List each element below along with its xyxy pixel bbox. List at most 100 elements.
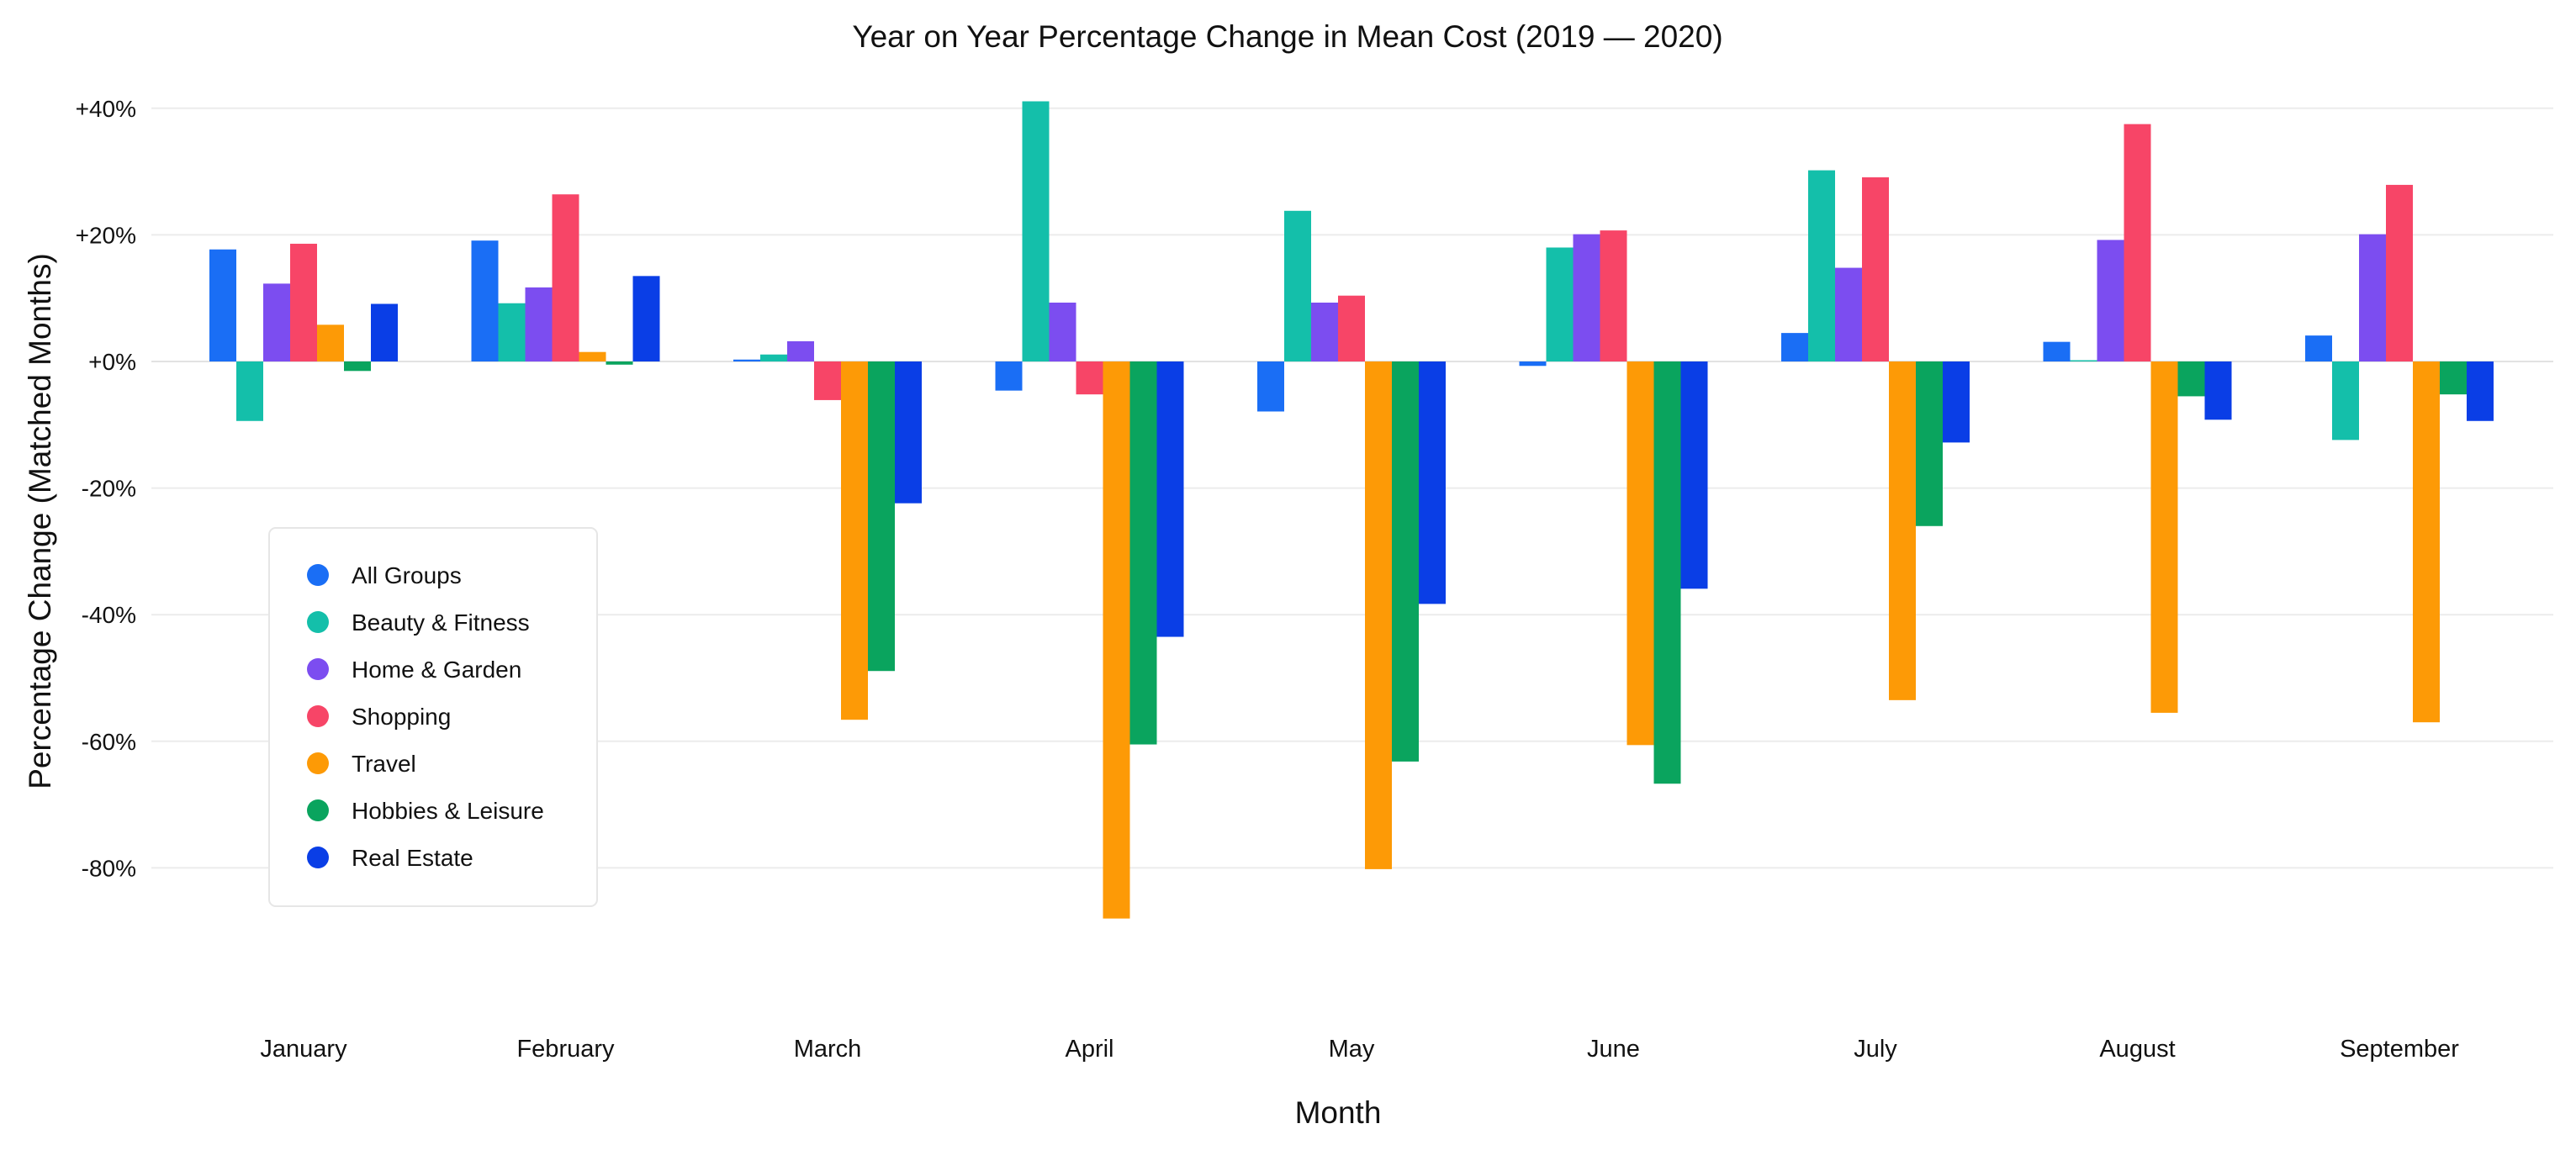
legend: All Groups Beauty & Fitness Home & Garden S…	[268, 527, 598, 907]
bar-home-garden-march	[787, 340, 814, 361]
bar-shopping-july	[1862, 177, 1889, 361]
bar-hobbies-leisure-august	[2177, 361, 2205, 397]
bar-shopping-january	[290, 243, 317, 361]
y-tick-label: +20%	[76, 222, 136, 248]
bar-home-garden-september	[2359, 234, 2386, 361]
bar-real-estate-september	[2467, 361, 2494, 421]
bar-all-groups-july	[1781, 333, 1808, 361]
bar-home-garden-january	[263, 283, 290, 361]
bar-all-groups-june	[1519, 361, 1547, 367]
legend-swatch	[307, 564, 329, 586]
legend-label: Shopping	[352, 704, 451, 730]
bar-hobbies-leisure-march	[868, 361, 895, 672]
y-axis-title: Percentage Change (Matched Months)	[23, 253, 57, 789]
legend-label: All Groups	[352, 562, 462, 588]
bar-beauty-fitness-september	[2332, 361, 2359, 440]
bar-real-estate-july	[1943, 361, 1970, 443]
bar-beauty-fitness-march	[760, 354, 787, 361]
x-tick-label: January	[260, 1036, 347, 1063]
x-tick-label: May	[1329, 1036, 1375, 1063]
chart-title: Year on Year Percentage Change in Mean C…	[852, 19, 1722, 54]
bar-travel-march	[841, 361, 868, 720]
y-axis-ticks: +40% +20% +0% -20% -40% -60% -80%	[76, 96, 136, 882]
legend-label: Travel	[352, 751, 416, 777]
bar-real-estate-june	[1680, 361, 1708, 589]
bar-real-estate-january	[371, 303, 398, 361]
bar-home-garden-february	[525, 287, 553, 361]
bar-travel-may	[1365, 361, 1392, 869]
bar-home-garden-april	[1049, 302, 1076, 361]
y-tick-label: +0%	[88, 349, 136, 375]
bar-travel-july	[1889, 361, 1916, 700]
bar-travel-june	[1627, 361, 1654, 746]
bar-home-garden-may	[1311, 302, 1338, 361]
bar-hobbies-leisure-may	[1392, 361, 1419, 762]
bar-real-estate-march	[895, 361, 922, 504]
y-tick-label: -60%	[82, 729, 136, 755]
x-tick-label: February	[516, 1036, 615, 1063]
bar-real-estate-february	[632, 276, 660, 361]
bar-hobbies-leisure-january	[344, 361, 371, 372]
bar-home-garden-august	[2097, 240, 2124, 361]
legend-swatch	[307, 847, 329, 868]
x-tick-label: July	[1854, 1036, 1897, 1063]
y-tick-label: -80%	[82, 855, 136, 881]
bar-all-groups-september	[2305, 335, 2332, 361]
bar-all-groups-march	[733, 359, 760, 361]
bar-shopping-april	[1076, 361, 1103, 395]
x-tick-label: April	[1065, 1036, 1113, 1063]
bar-shopping-september	[2386, 184, 2413, 361]
bar-travel-january	[317, 324, 344, 361]
legend-label: Beauty & Fitness	[352, 609, 530, 636]
bar-beauty-fitness-may	[1284, 210, 1311, 361]
legend-swatch	[307, 658, 329, 680]
bar-beauty-fitness-february	[498, 303, 526, 361]
bar-hobbies-leisure-april	[1129, 361, 1157, 745]
bar-beauty-fitness-april	[1022, 101, 1050, 361]
y-tick-label: +40%	[76, 96, 136, 122]
bar-travel-february	[579, 351, 606, 361]
legend-label: Hobbies & Leisure	[352, 798, 544, 824]
bar-beauty-fitness-august	[2070, 360, 2097, 361]
bar-beauty-fitness-june	[1546, 247, 1574, 361]
legend-label: Real Estate	[352, 845, 473, 871]
y-tick-label: -40%	[82, 602, 136, 628]
x-tick-label: September	[2340, 1036, 2459, 1063]
x-tick-label: June	[1587, 1036, 1640, 1063]
bar-shopping-may	[1338, 295, 1365, 361]
bar-real-estate-april	[1156, 361, 1184, 637]
x-axis-labels: January February March April May June July Augu…	[260, 1036, 2459, 1063]
bar-home-garden-june	[1573, 234, 1600, 361]
bar-all-groups-august	[2043, 341, 2071, 361]
x-tick-label: August	[2099, 1036, 2175, 1063]
bar-shopping-march	[814, 361, 841, 400]
legend-swatch	[307, 752, 329, 774]
legend-swatch	[307, 611, 329, 633]
bar-hobbies-leisure-july	[1916, 361, 1943, 526]
bar-beauty-fitness-july	[1808, 170, 1835, 361]
bar-shopping-june	[1600, 230, 1627, 361]
y-tick-label: -20%	[82, 476, 136, 502]
bar-hobbies-leisure-june	[1653, 361, 1681, 784]
legend-label: Home & Garden	[352, 657, 521, 683]
x-tick-label: March	[794, 1036, 862, 1063]
legend-swatch	[307, 799, 329, 821]
bar-hobbies-leisure-september	[2440, 361, 2467, 395]
bar-travel-september	[2413, 361, 2440, 723]
bar-all-groups-april	[995, 361, 1023, 391]
bar-travel-august	[2150, 361, 2178, 713]
bar-real-estate-august	[2204, 361, 2232, 420]
legend-swatch	[307, 705, 329, 727]
bar-home-garden-july	[1835, 267, 1862, 361]
bar-all-groups-february	[471, 240, 499, 361]
legend-box	[268, 527, 598, 907]
x-axis-title: Month	[1295, 1095, 1382, 1130]
bar-all-groups-may	[1257, 361, 1284, 412]
bar-shopping-august	[2124, 124, 2151, 361]
bars	[209, 101, 2494, 919]
bar-shopping-february	[552, 194, 579, 361]
bar-real-estate-may	[1419, 361, 1446, 604]
bar-hobbies-leisure-february	[606, 361, 633, 365]
